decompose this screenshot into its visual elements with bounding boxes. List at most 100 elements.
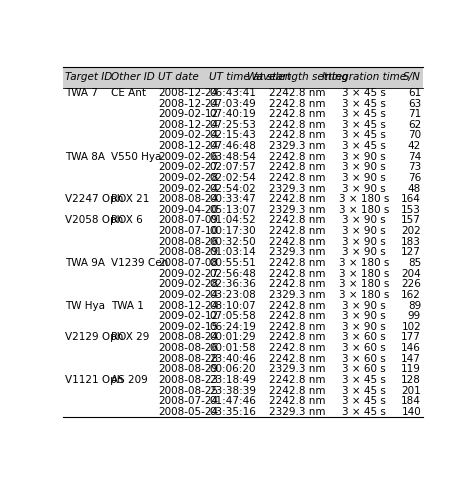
Text: 73: 73 <box>408 162 421 173</box>
Text: 42: 42 <box>408 141 421 151</box>
Text: 2009-02-28: 2009-02-28 <box>158 173 218 183</box>
Text: 00:17:30: 00:17:30 <box>209 226 256 236</box>
Text: 3 × 180 s: 3 × 180 s <box>339 269 389 279</box>
Text: 2242.8 nm: 2242.8 nm <box>269 194 326 204</box>
Text: 146: 146 <box>401 343 421 353</box>
Text: 01:03:14: 01:03:14 <box>209 247 256 257</box>
Text: 3 × 45 s: 3 × 45 s <box>342 99 386 108</box>
Text: 07:46:48: 07:46:48 <box>209 141 256 151</box>
Text: 07:25:53: 07:25:53 <box>209 120 256 130</box>
Text: 2009-04-20: 2009-04-20 <box>158 205 218 215</box>
Text: V2058 Oph: V2058 Oph <box>65 215 123 225</box>
Text: 3 × 90 s: 3 × 90 s <box>342 322 386 332</box>
Text: TWA 7: TWA 7 <box>65 88 98 98</box>
Text: S/N: S/N <box>403 72 421 82</box>
Text: 3 × 180 s: 3 × 180 s <box>339 194 389 204</box>
Text: 01:04:52: 01:04:52 <box>209 215 256 225</box>
Text: 202: 202 <box>401 226 421 236</box>
Text: 2008-08-29: 2008-08-29 <box>158 364 218 374</box>
Text: 2242.8 nm: 2242.8 nm <box>269 396 326 406</box>
Text: 153: 153 <box>401 205 421 215</box>
Text: 164: 164 <box>401 194 421 204</box>
Text: 2242.8 nm: 2242.8 nm <box>269 301 326 311</box>
Text: 2008-05-24: 2008-05-24 <box>158 407 218 417</box>
Text: 23:40:46: 23:40:46 <box>209 353 256 364</box>
Text: 2009-02-12: 2009-02-12 <box>158 311 218 321</box>
Text: 2009-02-15: 2009-02-15 <box>158 322 218 332</box>
Text: 2009-02-12: 2009-02-12 <box>158 109 218 119</box>
Text: TW Hya: TW Hya <box>65 301 105 311</box>
Text: 48: 48 <box>408 183 421 194</box>
Text: 02:02:54: 02:02:54 <box>209 173 256 183</box>
Text: 07:40:19: 07:40:19 <box>209 109 256 119</box>
Text: 2329.3 nm: 2329.3 nm <box>269 205 326 215</box>
Text: TWA 1: TWA 1 <box>111 301 144 311</box>
Text: 3 × 60 s: 3 × 60 s <box>342 353 386 364</box>
Text: 3 × 90 s: 3 × 90 s <box>342 311 386 321</box>
Text: 2008-08-23: 2008-08-23 <box>158 375 218 385</box>
Text: 3 × 90 s: 3 × 90 s <box>342 152 386 162</box>
Text: 2008-12-24: 2008-12-24 <box>158 141 219 151</box>
Text: 23:38:39: 23:38:39 <box>209 386 256 395</box>
Text: 162: 162 <box>401 290 421 300</box>
Text: 01:47:46: 01:47:46 <box>209 396 256 406</box>
Text: 3 × 45 s: 3 × 45 s <box>342 386 386 395</box>
Text: 2008-07-10: 2008-07-10 <box>158 226 218 236</box>
Text: 201: 201 <box>401 386 421 395</box>
Text: 2009-02-28: 2009-02-28 <box>158 279 218 289</box>
Text: 3 × 90 s: 3 × 90 s <box>342 162 386 173</box>
Text: 2242.8 nm: 2242.8 nm <box>269 237 326 247</box>
Text: Integration time: Integration time <box>322 72 406 82</box>
Text: 2242.8 nm: 2242.8 nm <box>269 311 326 321</box>
Text: 03:48:54: 03:48:54 <box>209 152 256 162</box>
Text: 2008-08-24: 2008-08-24 <box>158 332 218 343</box>
Text: 2009-02-24: 2009-02-24 <box>158 290 218 300</box>
Text: 3 × 60 s: 3 × 60 s <box>342 364 386 374</box>
Text: 2008-08-28: 2008-08-28 <box>158 353 218 364</box>
Text: 2008-12-24: 2008-12-24 <box>158 120 219 130</box>
Text: 07:03:49: 07:03:49 <box>209 99 256 108</box>
Text: 06:43:41: 06:43:41 <box>209 88 256 98</box>
Text: 74: 74 <box>408 152 421 162</box>
Text: 2329.3 nm: 2329.3 nm <box>269 141 326 151</box>
Text: 2008-08-26: 2008-08-26 <box>158 343 218 353</box>
Text: 2008-07-08: 2008-07-08 <box>158 258 218 268</box>
Text: 2242.8 nm: 2242.8 nm <box>269 109 326 119</box>
Text: 3 × 60 s: 3 × 60 s <box>342 332 386 343</box>
Text: 226: 226 <box>401 279 421 289</box>
Text: 63: 63 <box>408 99 421 108</box>
Text: TWA 9A: TWA 9A <box>65 258 105 268</box>
Text: 2242.8 nm: 2242.8 nm <box>269 99 326 108</box>
Text: Target ID: Target ID <box>65 72 112 82</box>
Text: 23:18:49: 23:18:49 <box>209 375 256 385</box>
Text: 2008-07-09: 2008-07-09 <box>158 215 218 225</box>
Text: 00:33:47: 00:33:47 <box>209 194 256 204</box>
Text: 3 × 45 s: 3 × 45 s <box>342 396 386 406</box>
Text: V2129 Oph: V2129 Oph <box>65 332 123 343</box>
Text: 2242.8 nm: 2242.8 nm <box>269 215 326 225</box>
Text: 3 × 90 s: 3 × 90 s <box>342 183 386 194</box>
Text: 2242.8 nm: 2242.8 nm <box>269 343 326 353</box>
Text: 3 × 45 s: 3 × 45 s <box>342 120 386 130</box>
Text: 3 × 90 s: 3 × 90 s <box>342 247 386 257</box>
Text: 00:32:50: 00:32:50 <box>209 237 256 247</box>
Text: 157: 157 <box>401 215 421 225</box>
Text: 2008-08-25: 2008-08-25 <box>158 386 218 395</box>
Text: 71: 71 <box>408 109 421 119</box>
Text: 2329.3 nm: 2329.3 nm <box>269 407 326 417</box>
Text: 184: 184 <box>401 396 421 406</box>
Text: 2009-02-26: 2009-02-26 <box>158 152 218 162</box>
Text: 3 × 90 s: 3 × 90 s <box>342 173 386 183</box>
Text: 85: 85 <box>408 258 421 268</box>
Text: 2009-02-24: 2009-02-24 <box>158 131 218 141</box>
Text: 3 × 45 s: 3 × 45 s <box>342 88 386 98</box>
Text: 00:06:20: 00:06:20 <box>209 364 255 374</box>
Text: 140: 140 <box>401 407 421 417</box>
Text: 3 × 180 s: 3 × 180 s <box>339 258 389 268</box>
Text: 127: 127 <box>401 247 421 257</box>
Text: 2242.8 nm: 2242.8 nm <box>269 162 326 173</box>
Text: 70: 70 <box>408 131 421 141</box>
Text: 128: 128 <box>401 375 421 385</box>
Text: 2242.8 nm: 2242.8 nm <box>269 120 326 130</box>
Text: 147: 147 <box>401 353 421 364</box>
